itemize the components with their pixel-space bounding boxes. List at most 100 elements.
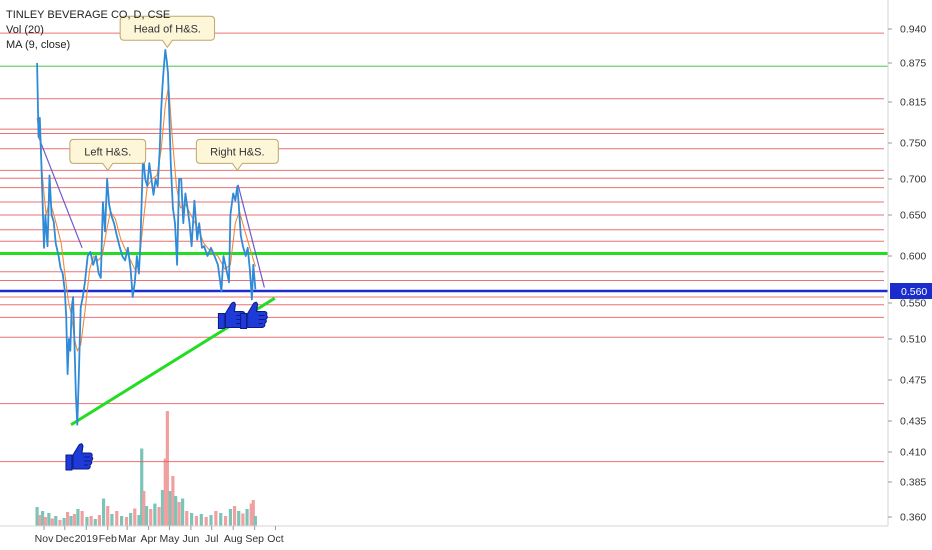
volume-bar	[209, 515, 213, 526]
callout-2[interactable]: Right H&S.	[195, 138, 279, 172]
volume-bar	[190, 513, 194, 526]
volume-layer	[35, 411, 257, 526]
volume-bar	[50, 518, 54, 526]
chart-title[interactable]: TINLEY BEVERAGE CO, D, CSE	[6, 9, 171, 21]
series-layer	[36, 49, 257, 426]
callout-1[interactable]: Head of H&S.	[119, 15, 216, 49]
volume-bar	[129, 513, 133, 526]
volume-bar	[93, 519, 97, 526]
callout-bubble	[69, 138, 147, 172]
volume-bar	[133, 508, 137, 526]
volume-bar	[140, 448, 144, 526]
y-tick-label: 0.650	[900, 210, 926, 222]
thumbs-up-icon	[65, 443, 94, 471]
y-tick-label: 0.550	[900, 298, 926, 310]
y-tick-label: 0.385	[900, 477, 926, 489]
volume-bar	[80, 511, 84, 526]
volume-bar	[101, 498, 106, 526]
volume-bar	[124, 517, 129, 526]
volume-bar	[110, 514, 114, 526]
x-tick-label: Jun	[182, 533, 199, 545]
volume-bar	[249, 503, 253, 526]
volume-bar	[174, 496, 178, 526]
volume-bar	[181, 498, 185, 526]
ma-indicator-label[interactable]: MA (9, close)	[6, 39, 71, 51]
callout-text: Right H&S.	[210, 146, 264, 158]
callout-text: Head of H&S.	[134, 23, 201, 35]
callout-text: Left H&S.	[84, 146, 131, 158]
volume-bar	[232, 506, 237, 526]
volume-bar	[85, 517, 89, 526]
y-tick-label: 0.435	[900, 416, 926, 428]
trendline-down-left[interactable]	[37, 136, 83, 249]
trendline-down-right[interactable]	[237, 184, 265, 288]
volume-bar	[144, 506, 149, 526]
volume-bar	[177, 502, 181, 526]
x-tick-label: Aug	[224, 533, 243, 545]
volume-bar	[76, 509, 80, 526]
callout-bubble	[195, 138, 279, 172]
volume-bar	[204, 517, 208, 526]
volume-bar	[120, 516, 124, 526]
x-axis-ticks[interactable]: Nov Dec 2019 Feb Mar Apr May Jun Jul Aug Sep Oct	[35, 526, 284, 545]
horizontal-lines-layer	[0, 32, 888, 463]
y-axis-ticks[interactable]: 0.940 0.875 0.815 0.750 0.700 0.650 0.600 0.550…	[888, 24, 926, 524]
x-tick-label: Oct	[267, 533, 283, 545]
y-tick-label: 0.700	[900, 174, 926, 186]
volume-indicator-label[interactable]: Vol (20)	[6, 24, 44, 36]
volume-bar	[69, 516, 73, 526]
x-tick-label: Feb	[99, 533, 117, 545]
volume-bar	[194, 516, 199, 526]
volume-bar	[251, 500, 255, 526]
volume-bar	[106, 506, 110, 526]
volume-bar	[97, 515, 102, 526]
volume-bar	[58, 520, 62, 526]
volume-bar	[35, 507, 39, 526]
volume-bar	[89, 516, 93, 526]
y-tick-label: 0.475	[900, 375, 926, 387]
y-tick-label: 0.410	[900, 447, 926, 459]
volume-bar	[171, 476, 175, 526]
volume-bar	[163, 458, 167, 526]
x-tick-label: Apr	[140, 533, 157, 545]
volume-bar	[54, 516, 58, 526]
y-tick-label: 0.600	[900, 251, 926, 263]
volume-bar	[47, 513, 51, 526]
volume-bar	[245, 509, 249, 526]
volume-bar	[223, 516, 228, 526]
volume-bar	[199, 514, 203, 526]
volume-bar	[228, 509, 233, 526]
x-tick-label: Dec	[55, 533, 74, 545]
volume-bar	[43, 517, 47, 526]
last-price-tag: 0.560	[890, 283, 932, 299]
volume-bar	[41, 511, 45, 526]
callout-bubble	[119, 15, 216, 49]
thumbs-up-icon	[240, 301, 268, 329]
chart-legend: TINLEY BEVERAGE CO, D, CSE Vol (20) MA (…	[6, 8, 170, 53]
callout-0[interactable]: Left H&S.	[69, 138, 147, 172]
price-line	[36, 49, 257, 426]
x-tick-label: Sep	[245, 533, 264, 545]
volume-bar	[160, 490, 165, 526]
volume-bar	[65, 512, 70, 526]
annotations-layer: Left H&S. Head of H&S. Right H&S.	[65, 15, 279, 471]
last-price-label: 0.560	[901, 286, 927, 298]
volume-bar	[219, 513, 223, 526]
volume-bar	[185, 511, 189, 526]
volume-bar	[149, 509, 153, 526]
y-tick-label: 0.510	[900, 334, 926, 346]
x-tick-label: Mar	[118, 533, 137, 545]
volume-bar	[153, 503, 157, 526]
last-price-tag-bg	[890, 283, 932, 299]
y-tick-label: 0.750	[900, 138, 926, 150]
y-tick-label: 0.815	[900, 97, 926, 109]
volume-bar	[168, 491, 172, 526]
volume-bar	[137, 515, 141, 526]
volume-bar	[157, 507, 161, 526]
x-tick-label: 2019	[75, 533, 99, 545]
volume-bar	[165, 411, 169, 526]
volume-bar	[142, 491, 146, 526]
volume-bar	[253, 516, 257, 526]
